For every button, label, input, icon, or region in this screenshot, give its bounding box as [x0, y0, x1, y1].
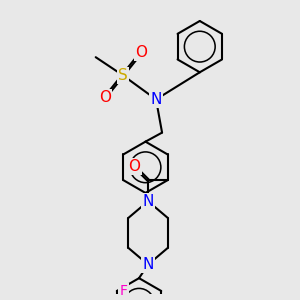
Text: F: F	[119, 284, 128, 298]
Text: S: S	[118, 68, 128, 83]
Text: O: O	[128, 159, 140, 174]
Text: N: N	[150, 92, 162, 107]
Text: N: N	[142, 194, 154, 209]
Text: O: O	[135, 45, 147, 60]
Text: N: N	[142, 257, 154, 272]
Text: O: O	[99, 90, 111, 105]
